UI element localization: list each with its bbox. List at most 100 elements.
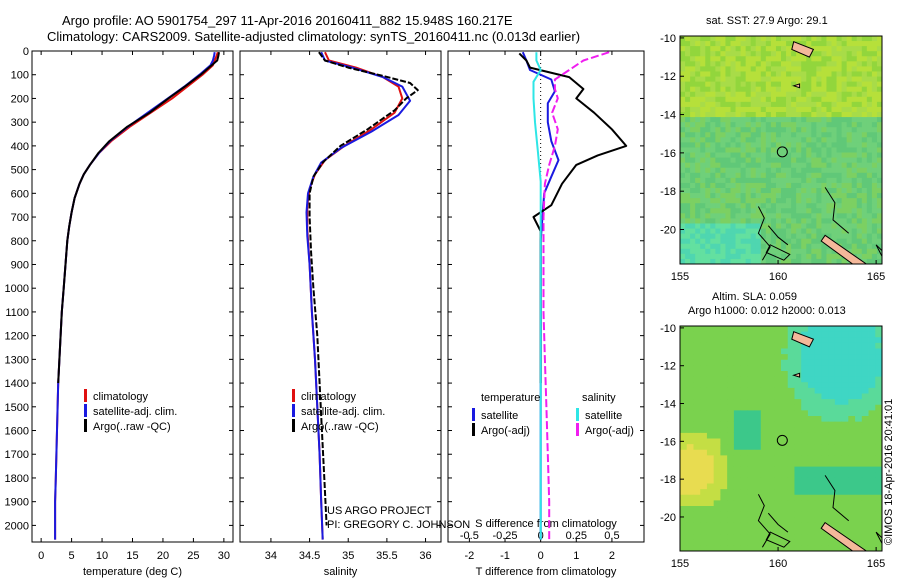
map-sst-cell	[725, 137, 731, 143]
map-sst-cell	[836, 208, 842, 214]
map-sst-cell	[856, 122, 863, 128]
map-sst-cell	[720, 167, 726, 174]
map-sst-cell	[791, 213, 797, 219]
map-sst-cell	[826, 127, 832, 133]
map-sst-cell	[871, 248, 878, 255]
map-sla-cell	[875, 522, 883, 529]
map-sst-cell	[811, 223, 817, 229]
map-sst-cell	[720, 142, 726, 148]
map-sst-cell	[841, 152, 848, 158]
map-sst-cell	[846, 76, 853, 82]
map-sla-cell	[713, 466, 721, 473]
map-sst-cell	[876, 46, 883, 52]
diff-legend-label: Argo(-adj)	[481, 425, 530, 437]
map-sla-cell	[693, 342, 701, 349]
map-sla-cell	[747, 522, 755, 529]
map-sla-cell	[774, 494, 782, 501]
temperature-legend-label: Argo(..raw -QC)	[93, 421, 171, 433]
map-sst-cell	[690, 56, 696, 62]
map-sst-cell	[695, 127, 701, 133]
map-sst-cell	[720, 238, 726, 245]
map-sst-cell	[685, 76, 691, 82]
map-sst-cell	[861, 132, 868, 138]
map-sst-cell	[801, 238, 807, 245]
map-sst-cell	[710, 36, 716, 42]
map-sla-cell	[855, 376, 863, 383]
map-sst-cell	[821, 132, 827, 138]
map-sst-cell	[841, 81, 848, 88]
map-sst-cell	[781, 66, 787, 72]
map-sla-cell	[754, 427, 762, 434]
map-sst-cell	[740, 248, 747, 255]
map-sst-cell	[760, 167, 767, 174]
map-sst-cell	[680, 96, 686, 103]
map-sst-cell	[760, 193, 767, 199]
map-sla-cell	[801, 511, 809, 518]
differences-xtick-label: 0	[538, 550, 544, 562]
map-sla-cell	[740, 354, 748, 361]
map-sst-cell	[735, 253, 741, 260]
map-sst-cell	[740, 71, 747, 77]
map-sla-cell	[727, 517, 735, 524]
map-sla-cell	[740, 331, 748, 338]
temperature-xtick-label: 30	[218, 550, 230, 562]
map-sst-cell	[685, 147, 691, 153]
map-sla-cell	[861, 449, 869, 456]
map-sst-cell	[765, 41, 772, 47]
map-sst-cell	[836, 112, 842, 118]
map-sla-cell	[727, 427, 735, 434]
map-sst-cell	[745, 127, 752, 133]
map-sla-cell	[834, 466, 842, 473]
map-sla-cell	[700, 376, 708, 383]
map-sla-cell	[706, 483, 715, 490]
map-sst-cell	[745, 66, 752, 72]
map-sla-cell	[706, 539, 715, 546]
map-sst-cell	[866, 198, 873, 204]
map-sst-cell	[821, 36, 827, 42]
map-sst-cell	[816, 243, 822, 250]
map-sst-cell	[705, 106, 711, 113]
map-sst-cell	[821, 147, 827, 153]
depth-tick-label: 900	[11, 259, 29, 271]
map-sst-cell	[745, 238, 752, 245]
depth-tick-label: 1600	[5, 426, 29, 438]
map-sla-cell	[807, 449, 816, 456]
map-sst-cell	[806, 152, 812, 158]
map-sla-cell	[868, 393, 876, 400]
map-sla-cell	[801, 382, 809, 389]
map-sst-island	[792, 83, 801, 89]
map-sst-cell	[856, 36, 863, 42]
map-sla-cell	[700, 461, 708, 468]
map-sst-cell	[765, 208, 772, 214]
map-sla-cell	[841, 399, 849, 406]
map-sst-cell	[811, 137, 817, 143]
map-sst-cell	[745, 142, 752, 148]
map-sla-cell	[700, 477, 708, 484]
map-sst-cell	[816, 127, 822, 133]
map-sla-cell	[774, 472, 782, 479]
map-sst-cell	[735, 188, 741, 194]
map-sla-cell	[807, 354, 816, 361]
map-sla-cell	[861, 399, 869, 406]
map-sst-cell	[846, 162, 853, 169]
map-sst-cell	[775, 188, 782, 194]
map-sla-cell	[747, 506, 755, 513]
map-sst-cell	[705, 228, 711, 234]
map-sla-cell	[767, 331, 775, 338]
map-sla-cell	[848, 449, 856, 456]
map-sla-cell	[807, 404, 816, 411]
map-sst-cell	[856, 182, 863, 189]
map-sla-cell	[713, 494, 721, 501]
map-sla-cell	[680, 545, 688, 552]
map-sst-cell	[866, 41, 873, 47]
depth-tick-label: 1300	[5, 354, 29, 366]
map-sst-island	[791, 41, 815, 58]
map-sla-cell	[861, 432, 869, 439]
map-sst-cell	[745, 101, 752, 108]
map-sla-cell	[693, 449, 701, 456]
map-sla-cell	[868, 387, 876, 394]
map-sst-cell	[760, 203, 767, 209]
map-sst-cell	[700, 213, 706, 219]
map-sla-cell	[814, 517, 822, 524]
map-sst-cell	[680, 203, 686, 209]
